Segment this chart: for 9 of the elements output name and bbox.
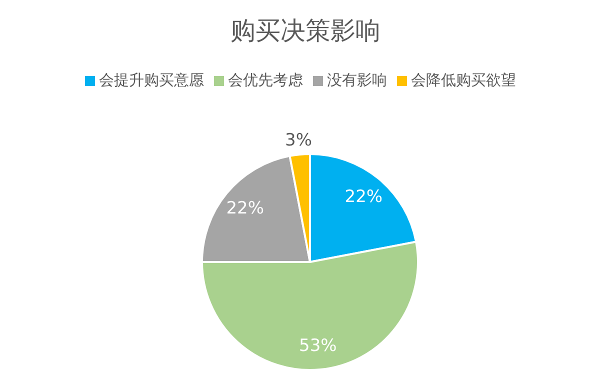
legend-label: 会降低购买欲望 (411, 71, 516, 89)
data-label: 53% (299, 336, 337, 356)
legend-label: 会优先考虑 (228, 71, 303, 89)
data-label: 22% (344, 187, 383, 208)
data-label: 22% (226, 198, 264, 218)
chart-title: 购买决策影响 (230, 15, 382, 47)
data-label: 3% (285, 130, 312, 151)
legend-label: 没有影响 (327, 71, 387, 89)
legend-label: 会提升购买意愿 (99, 71, 204, 89)
